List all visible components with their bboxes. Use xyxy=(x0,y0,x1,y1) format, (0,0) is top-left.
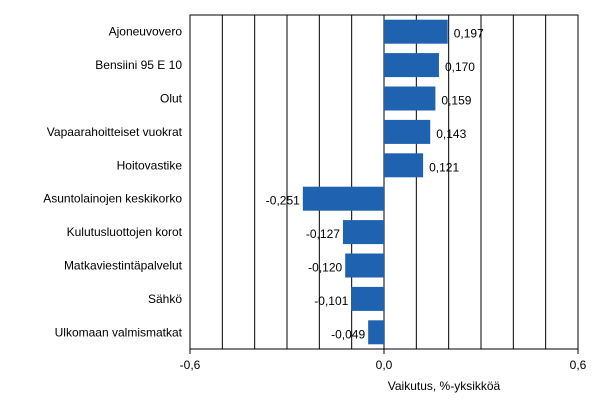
category-labels: Ajoneuvovero Bensiini 95 E 10 Olut Vapaarah… xyxy=(43,25,182,340)
x-axis-title: Vaikutus, %-yksikköä xyxy=(388,379,501,393)
category-label: Olut xyxy=(160,92,183,106)
bar xyxy=(368,320,384,345)
value-labels: 0,197 0,170 0,159 0,143 0,121 -0,251 -0,127 -0,… xyxy=(266,27,484,342)
value-label: -0,127 xyxy=(306,227,340,241)
value-label: 0,170 xyxy=(445,60,475,74)
category-label: Ulkomaan valmismatkat xyxy=(55,325,183,339)
x-tick-label: 0,6 xyxy=(570,358,587,372)
category-label: Bensiini 95 E 10 xyxy=(95,58,182,72)
bar xyxy=(342,220,384,245)
bar xyxy=(384,86,436,111)
value-label: -0,251 xyxy=(266,194,300,208)
category-label: Hoitovastike xyxy=(117,158,183,172)
value-label: 0,143 xyxy=(436,127,466,141)
bar xyxy=(384,119,431,144)
category-label: Kulutusluottojen korot xyxy=(67,225,183,239)
bar xyxy=(384,53,439,78)
category-label: Matkaviestintäpalvelut xyxy=(64,259,183,273)
bar xyxy=(384,19,448,44)
category-label: Ajoneuvovero xyxy=(109,25,183,39)
bar xyxy=(345,253,384,278)
bar xyxy=(384,153,424,178)
value-label: -0,120 xyxy=(308,261,342,275)
x-tick-label: 0,0 xyxy=(376,358,393,372)
category-label: Asuntolainojen keskikorko xyxy=(43,192,182,206)
category-label: Vapaarahoitteiset vuokrat xyxy=(47,125,183,139)
value-label: 0,121 xyxy=(429,160,459,174)
bar xyxy=(351,286,384,311)
bar xyxy=(302,186,384,211)
value-label: -0,101 xyxy=(314,294,348,308)
x-tick-label: -0,6 xyxy=(180,358,201,372)
value-label: -0,049 xyxy=(331,327,365,341)
bars xyxy=(302,19,448,345)
category-label: Sähkö xyxy=(148,292,182,306)
value-label: 0,197 xyxy=(454,27,484,41)
value-label: 0,159 xyxy=(441,94,471,108)
x-axis-ticks: -0,6 0,0 0,6 xyxy=(180,349,587,372)
